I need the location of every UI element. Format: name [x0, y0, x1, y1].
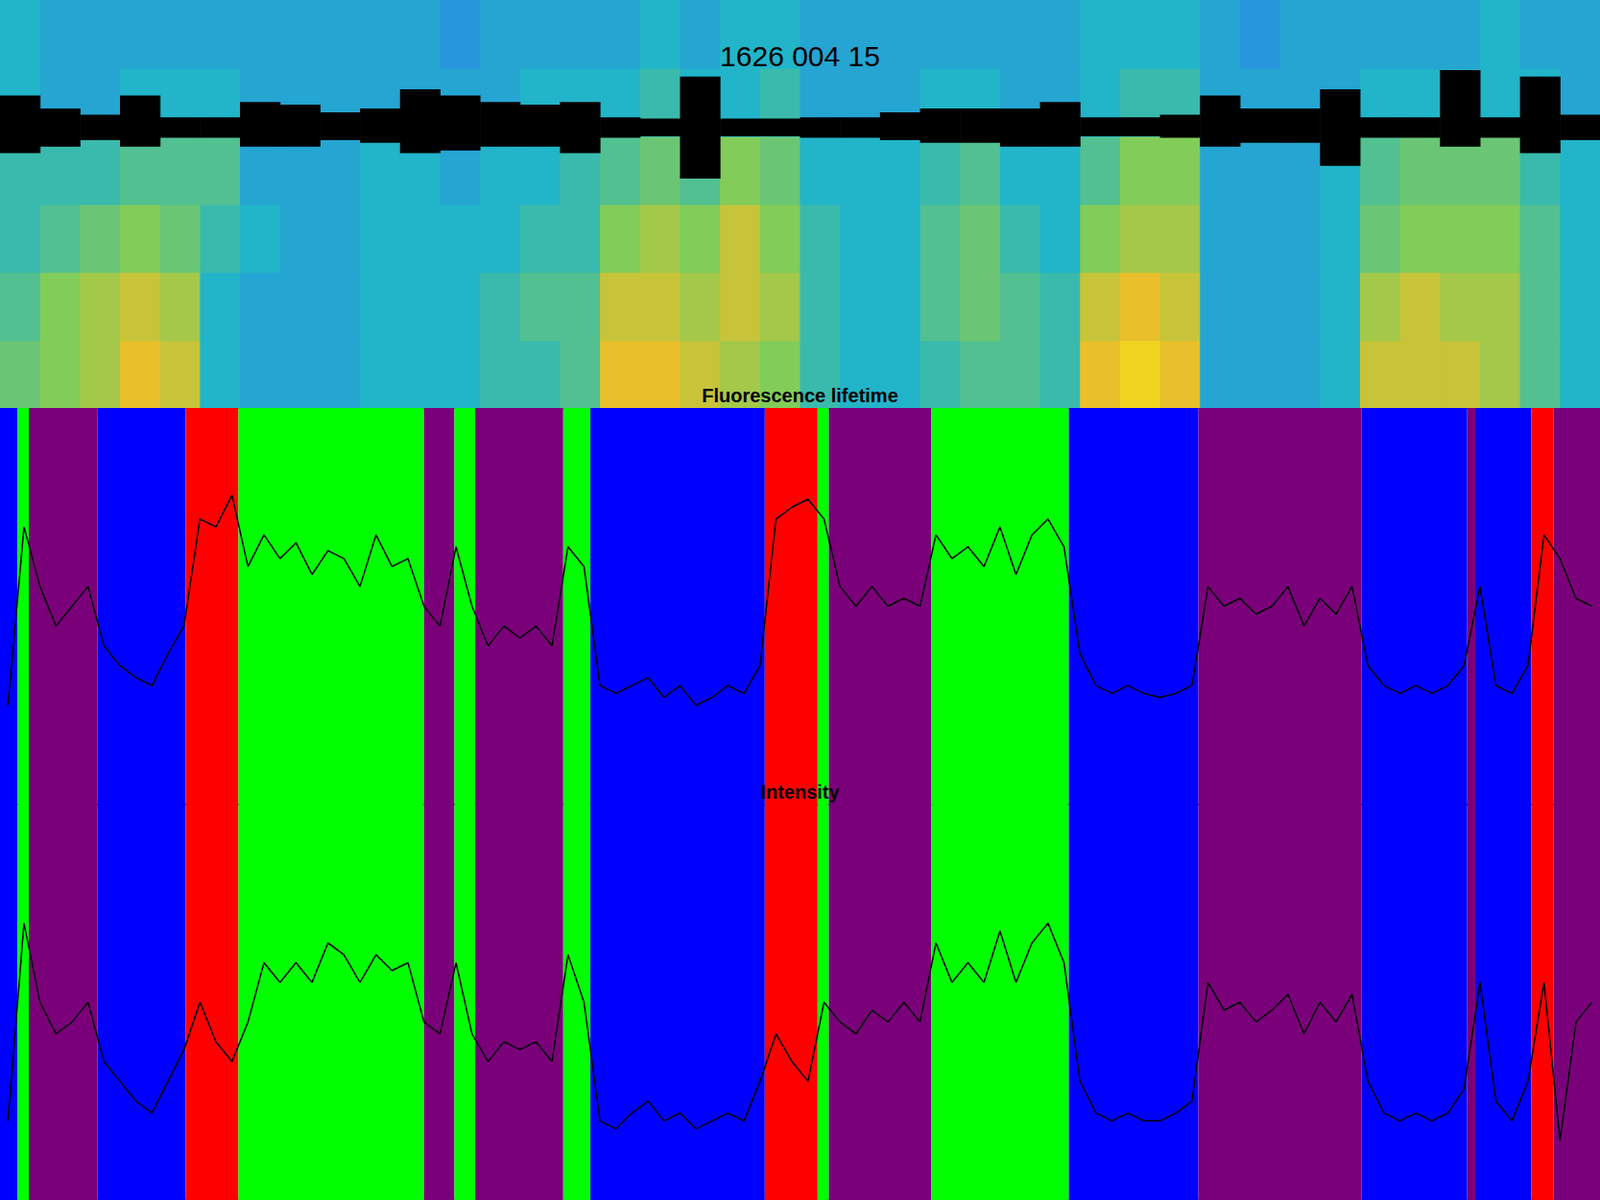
svg-text:Intensity: Intensity [760, 781, 840, 803]
svg-text:Fluorescence lifetime: Fluorescence lifetime [701, 384, 899, 406]
svg-text:1626 004 15: 1626 004 15 [719, 40, 881, 72]
